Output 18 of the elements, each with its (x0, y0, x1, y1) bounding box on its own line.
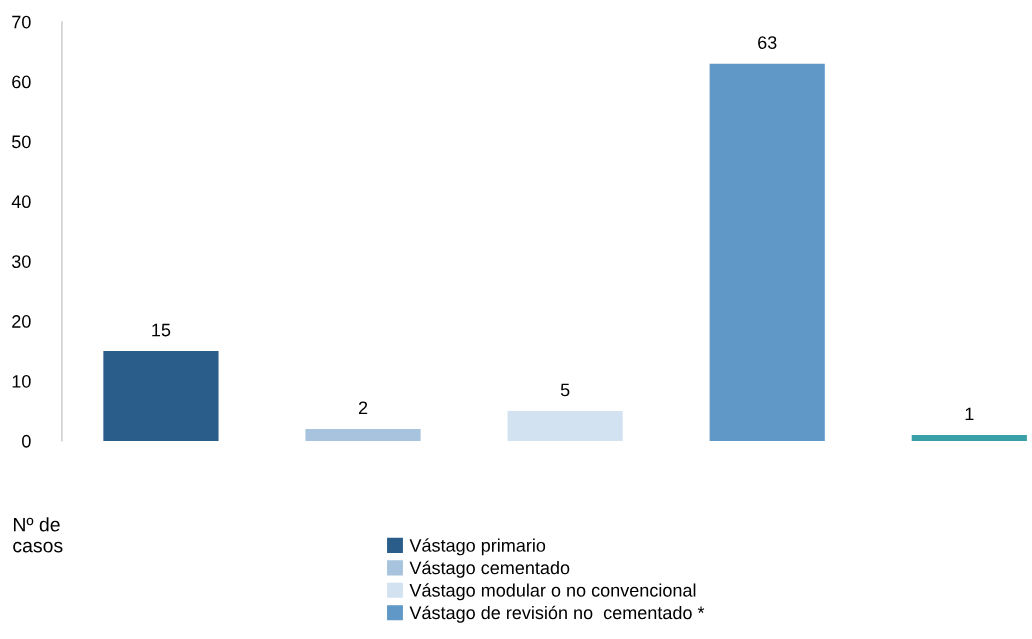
y-tick-label: 0 (22, 434, 31, 448)
y-tick-label: 30 (11, 255, 31, 268)
y-tick-label: 10 (12, 374, 31, 388)
data-label: 1 (965, 407, 974, 421)
y-tick-label: 50 (12, 135, 31, 149)
y-axis-title: Nº de casos (13, 517, 63, 553)
data-label: 2 (358, 401, 368, 415)
legend-label: Vástago cementado (409, 560, 570, 578)
y-tick-label: 40 (11, 195, 31, 209)
data-label: 15 (152, 323, 171, 337)
y-tick-label: 20 (12, 315, 31, 328)
data-label: 63 (758, 36, 777, 49)
legend-label: Vástago primario (409, 538, 546, 556)
data-label: 5 (560, 383, 570, 397)
y-tick-label: 70 (12, 15, 31, 29)
y-tick-label: 60 (12, 75, 31, 89)
legend-label: Vástago de revisión no cementado * (409, 605, 705, 623)
legend-label: Vástago modular o no convencional (409, 583, 696, 601)
